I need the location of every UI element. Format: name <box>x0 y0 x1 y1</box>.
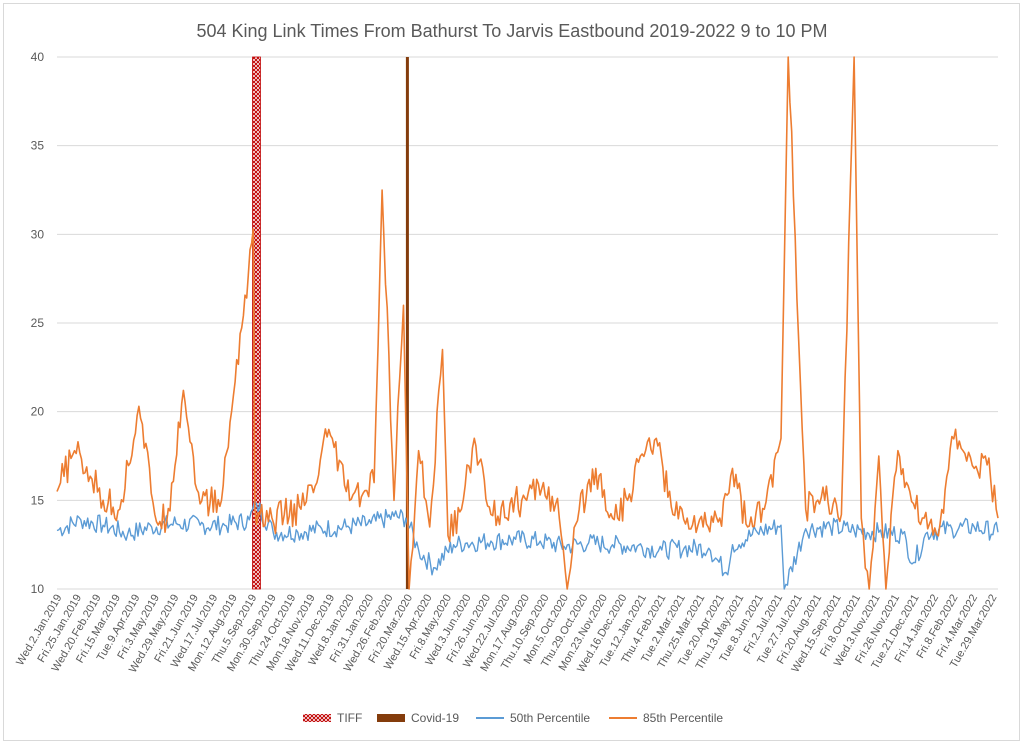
y-tick-label: 30 <box>31 227 45 241</box>
y-axis-ticks: 10 15 20 25 30 35 40 <box>31 50 45 596</box>
legend-label-50th-percentile: 50th Percentile <box>510 711 590 725</box>
series-85th-percentile <box>56 56 999 590</box>
legend-label-85th-percentile: 85th Percentile <box>643 711 723 725</box>
legend: TIFF Covid-19 50th Percentile 85th Percenti… <box>303 711 723 725</box>
chart-title: 504 King Link Times From Bathurst To Jar… <box>196 21 827 41</box>
y-tick-label: 20 <box>31 405 45 419</box>
y-tick-label: 25 <box>31 316 45 330</box>
series-50th-percentile <box>56 500 999 590</box>
chart-frame <box>3 3 1020 741</box>
y-tick-label: 15 <box>31 493 45 507</box>
x-axis-ticks: Wed.2.Jan.2019Fri.25.Jan.2019Wed.20.Feb.… <box>14 593 999 675</box>
band-covid-19 <box>405 57 409 589</box>
gridlines <box>57 56 998 590</box>
series-lines <box>56 56 999 590</box>
y-tick-label: 40 <box>31 50 45 64</box>
event-bands <box>252 56 409 590</box>
legend-label-tiff: TIFF <box>337 711 362 725</box>
legend-swatch-tiff <box>303 714 331 722</box>
y-tick-label: 35 <box>31 139 45 153</box>
legend-label-covid-19: Covid-19 <box>411 711 459 725</box>
band-tiff <box>252 56 261 590</box>
legend-swatch-covid-19 <box>377 714 405 722</box>
y-tick-label: 10 <box>31 582 45 596</box>
